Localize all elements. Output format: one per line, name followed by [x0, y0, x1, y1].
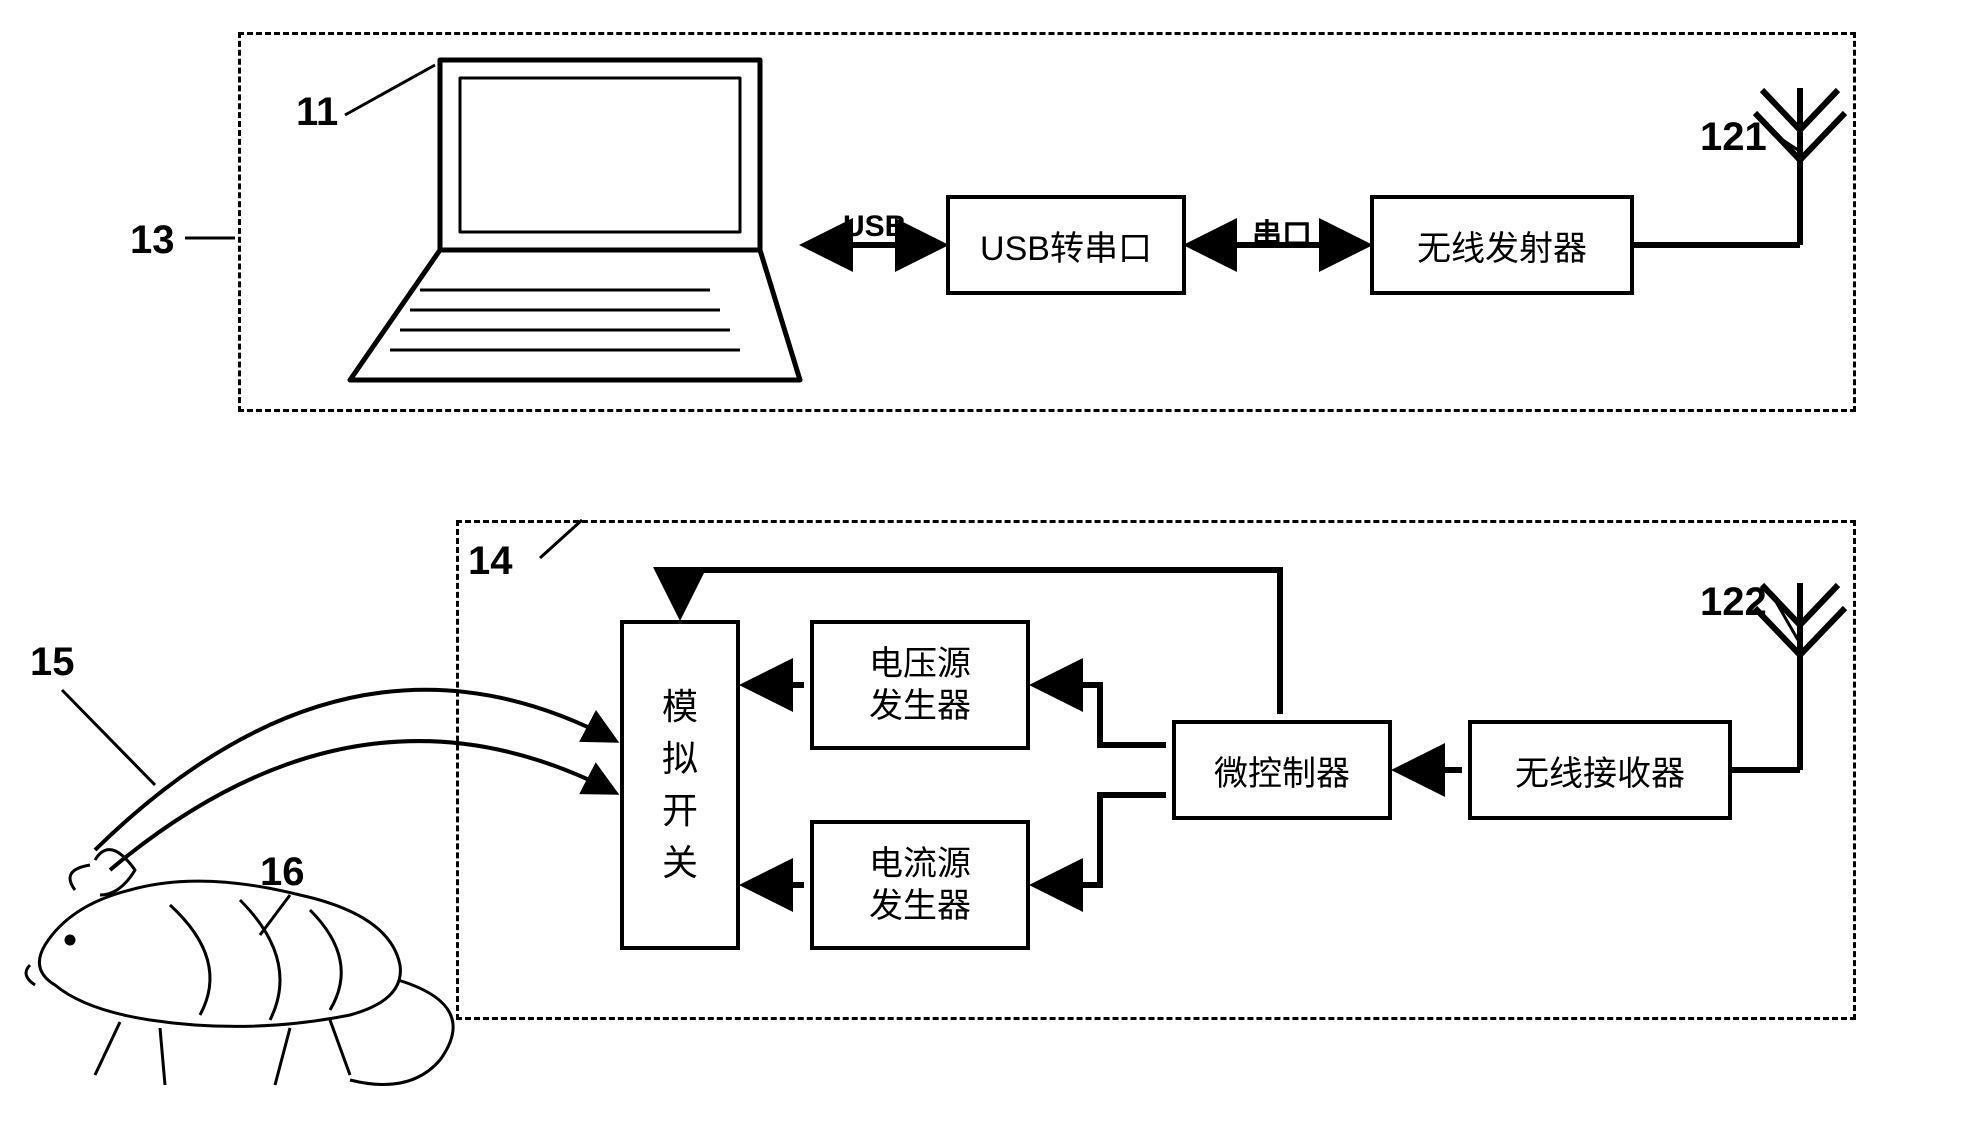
wireless-tx-label: 无线发射器	[1417, 221, 1587, 270]
usb-serial-label: USB转串口	[980, 221, 1152, 270]
ref-14: 14	[468, 539, 513, 584]
ref-122: 122	[1700, 580, 1767, 625]
analog-switch-block: 模 拟 开 关	[620, 620, 740, 950]
current-src-block: 电流源 发生器	[810, 820, 1030, 950]
leader-15	[62, 690, 155, 785]
ref-13: 13	[130, 218, 175, 263]
ref-16: 16	[260, 850, 305, 895]
mcu-block: 微控制器	[1172, 720, 1392, 820]
ref-15: 15	[30, 640, 75, 685]
usb-serial-block: USB转串口	[946, 195, 1186, 295]
wireless-tx-block: 无线发射器	[1370, 195, 1634, 295]
wireless-rx-label: 无线接收器	[1515, 746, 1685, 795]
mouse-icon	[26, 850, 453, 1085]
ref-121: 121	[1700, 115, 1767, 160]
wireless-rx-block: 无线接收器	[1468, 720, 1732, 820]
ref-11: 11	[296, 90, 338, 135]
leader-16	[260, 895, 290, 935]
analog-switch-label: 模 拟 开 关	[662, 681, 698, 890]
usb-link-label: USB	[843, 210, 906, 244]
voltage-src-label: 电压源 发生器	[869, 643, 971, 728]
current-src-label: 电流源 发生器	[869, 843, 971, 928]
voltage-src-block: 电压源 发生器	[810, 620, 1030, 750]
mcu-label: 微控制器	[1214, 746, 1350, 795]
serial-link-label: 串口	[1252, 210, 1312, 254]
